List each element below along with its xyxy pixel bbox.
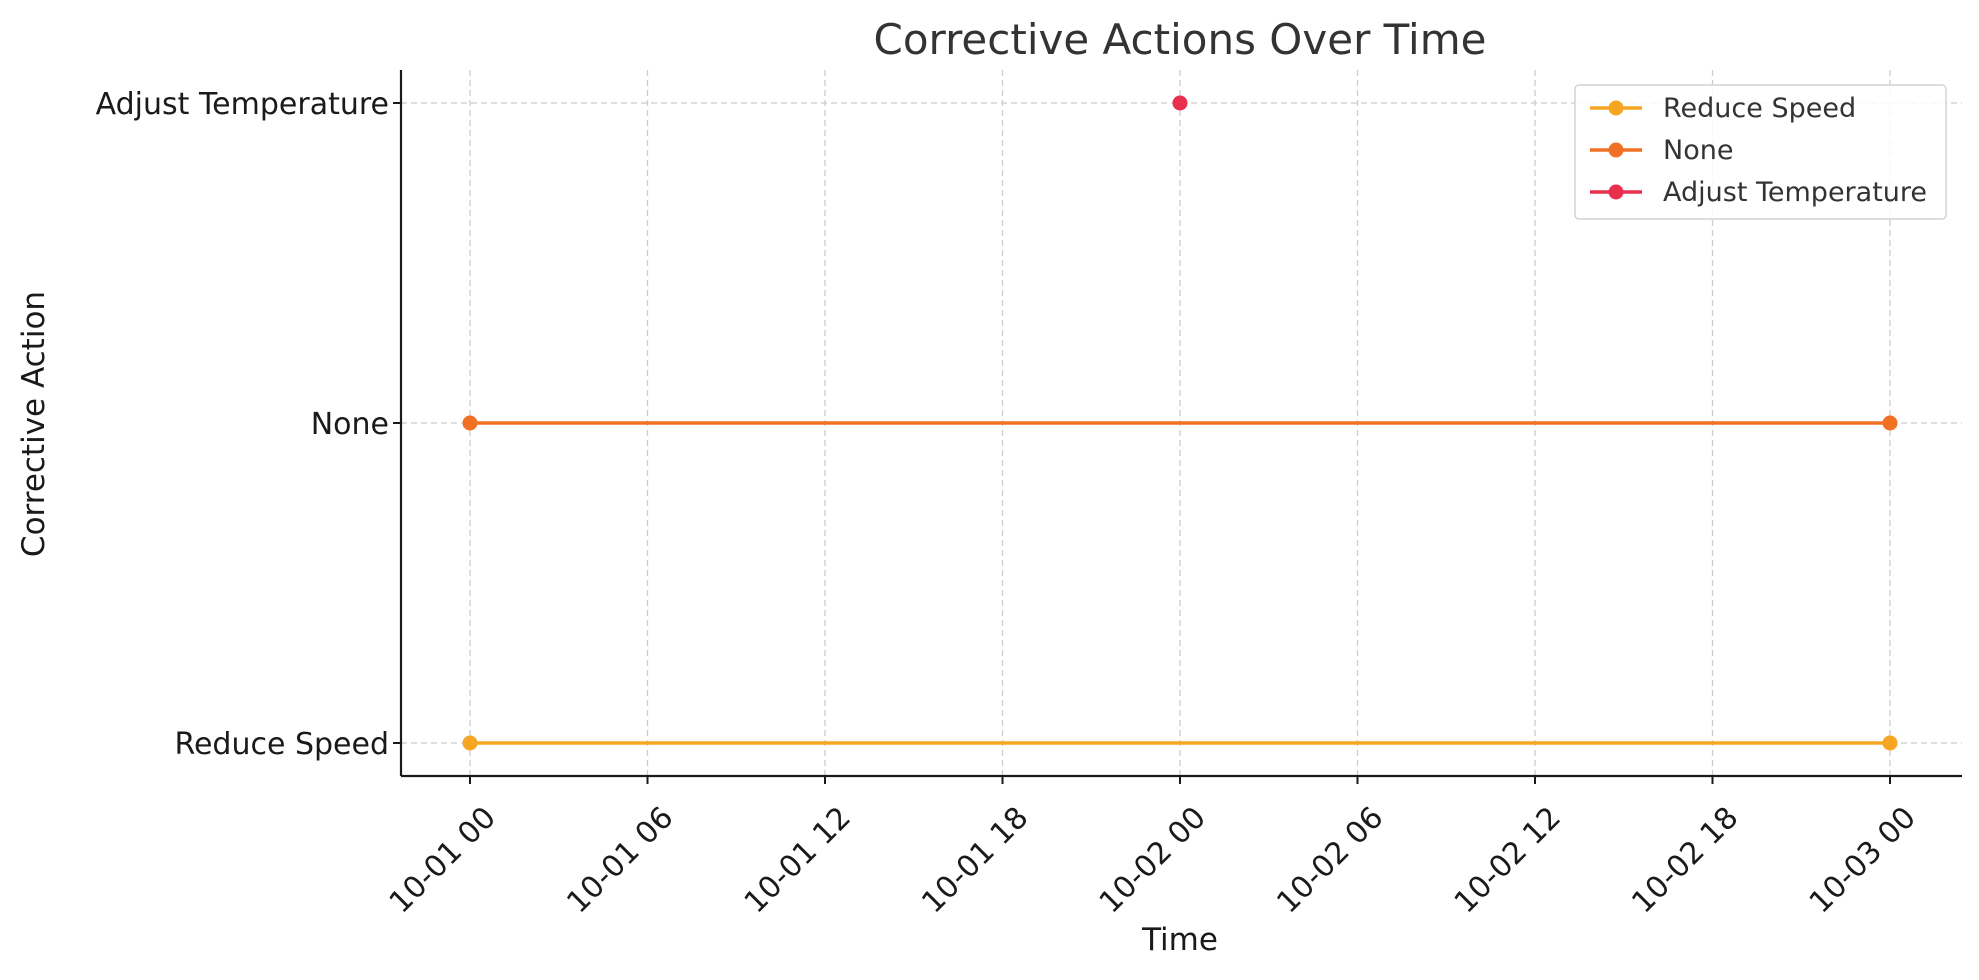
legend-swatch-marker [1608, 142, 1624, 158]
legend-label: Adjust Temperature [1663, 177, 1927, 208]
legend-label: None [1663, 135, 1733, 166]
legend-entry-none: None [1590, 135, 1733, 166]
y-axis-label: Corrective Action [16, 291, 52, 557]
data-point [1882, 415, 1898, 431]
data-point [1172, 95, 1188, 111]
data-point [462, 735, 478, 751]
y-axis-ticks: Reduce Speed None Adjust Temperature [96, 87, 401, 762]
x-tick-label: 10-01 00 [383, 800, 503, 920]
series-reduce-speed [462, 735, 1898, 751]
legend-entry-reduce-speed: Reduce Speed [1590, 93, 1856, 124]
legend: Reduce Speed None Adjust Temperature [1574, 84, 1947, 220]
x-tick-label: 10-02 12 [1448, 800, 1568, 920]
x-tick-label: 10-01 06 [560, 800, 680, 920]
x-tick-label: 10-01 18 [915, 800, 1035, 920]
x-tick-label: 10-03 00 [1803, 800, 1923, 920]
data-point [1882, 735, 1898, 751]
y-tick-label: Adjust Temperature [96, 87, 389, 122]
data-point [462, 415, 478, 431]
x-axis-ticks: 10-01 00 10-01 06 10-01 12 10-01 18 10-02 00… [383, 776, 1923, 920]
x-tick-label: 10-01 12 [738, 800, 858, 920]
y-tick-label: None [311, 407, 389, 442]
legend-swatch-marker [1608, 184, 1624, 200]
y-tick-label: Reduce Speed [174, 727, 389, 762]
x-tick-label: 10-02 00 [1093, 800, 1213, 920]
x-axis-label: Time [1141, 922, 1218, 958]
legend-label: Reduce Speed [1663, 93, 1856, 124]
chart-title: Corrective Actions Over Time [874, 15, 1487, 64]
series-layer [462, 95, 1898, 751]
legend-entry-adjust-temperature: Adjust Temperature [1590, 177, 1927, 208]
legend-box [1574, 84, 1947, 220]
legend-swatch-marker [1608, 100, 1624, 116]
x-tick-label: 10-02 06 [1270, 800, 1390, 920]
series-none [462, 415, 1898, 431]
x-tick-label: 10-02 18 [1625, 800, 1745, 920]
series-adjust-temperature [1172, 95, 1188, 111]
